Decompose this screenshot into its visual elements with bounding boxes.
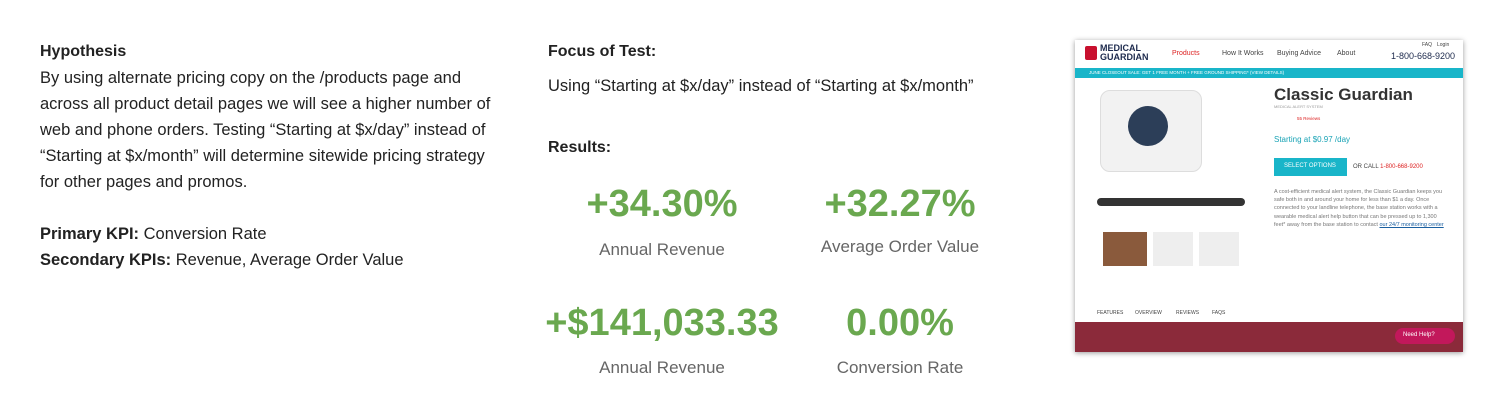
metric-label: Annual Revenue [599,240,725,259]
or-call: OR CALL 1-800-668-9200 [1353,164,1423,170]
thumbnail [1103,232,1147,266]
select-button[interactable]: SELECT OPTIONS [1274,158,1347,176]
logo-line: GUARDIAN [1100,52,1149,62]
wristband [1097,198,1245,206]
banner: JUNE CLOSEOUT SALE: GET 1 FREE MONTH + F… [1075,68,1463,78]
nav-item[interactable]: Buying Advice [1277,50,1321,57]
help-text[interactable]: Need Help? [1403,332,1435,338]
top-link[interactable]: Login [1437,42,1450,48]
button-text[interactable]: SELECT OPTIONS [1284,163,1336,169]
or-call-text: OR CALL [1353,164,1379,170]
hypothesis-title: Hypothesis [40,43,127,60]
nav-item[interactable]: How It Works [1222,50,1264,57]
thumbnail [1153,232,1193,266]
results-title: Results: [548,139,612,156]
secondary-kpis: Secondary KPIs: Revenue, Average Order V… [40,247,404,273]
metric-value: 0.00% [846,302,954,344]
primary-kpi: Primary KPI: Conversion Rate [40,221,267,247]
logo-line: MEDICAL [1100,43,1141,53]
kpi-value: Revenue, Average Order Value [175,251,404,269]
banner-text: JUNE CLOSEOUT SALE: GET 1 FREE MONTH + F… [1089,70,1285,75]
call-number[interactable]: 1-800-668-9200 [1380,164,1423,170]
device-image [1100,90,1202,172]
website-screenshot: MEDICAL GUARDIAN FAQ Login Products How I… [1075,40,1463,352]
kpi-label: Primary KPI: [40,225,140,243]
focus-title: Focus of Test: [548,43,657,60]
metric-label: Conversion Rate [836,358,964,377]
logo: MEDICAL GUARDIAN [1100,44,1149,62]
kpi-value: Conversion Rate [143,225,267,243]
metric-label: Annual Revenue [599,358,725,377]
device-button [1128,106,1168,146]
nav-item[interactable]: About [1337,50,1356,57]
product-subtitle: MEDICAL ALERT SYSTEM [1274,104,1323,109]
reviews[interactable]: 55 Reviews [1297,116,1321,121]
top-link[interactable]: FAQ [1422,42,1433,48]
focus-body: Using “Starting at $x/day” instead of “S… [548,77,974,95]
metric-label: Average Order Value [820,237,980,256]
product-title: Classic Guardian [1274,85,1413,104]
phone[interactable]: 1-800-668-9200 [1391,51,1456,61]
help-button[interactable]: Need Help? [1395,328,1455,344]
hypothesis-body: By using alternate pricing copy on the /… [40,69,491,191]
link[interactable]: our 24/7 monitoring center [1379,221,1444,228]
thumbnail [1199,232,1239,266]
kpi-label: Secondary KPIs: [40,251,172,269]
logo-icon [1085,46,1097,60]
tab[interactable]: FEATURES [1097,310,1124,316]
metric-value: +$141,033.33 [545,302,779,344]
description-text: A cost-efficient medical alert system, t… [1274,189,1443,228]
nav-item[interactable]: Products [1172,50,1200,57]
description: A cost-efficient medical alert system, t… [1274,188,1444,229]
tab[interactable]: FAQS [1212,310,1226,316]
metric-value: +34.30% [586,183,738,225]
tab[interactable]: REVIEWS [1176,310,1200,316]
price: Starting at $0.97 /day [1274,135,1351,144]
tab[interactable]: OVERVIEW [1135,310,1162,316]
metric-value: +32.27% [824,183,976,225]
